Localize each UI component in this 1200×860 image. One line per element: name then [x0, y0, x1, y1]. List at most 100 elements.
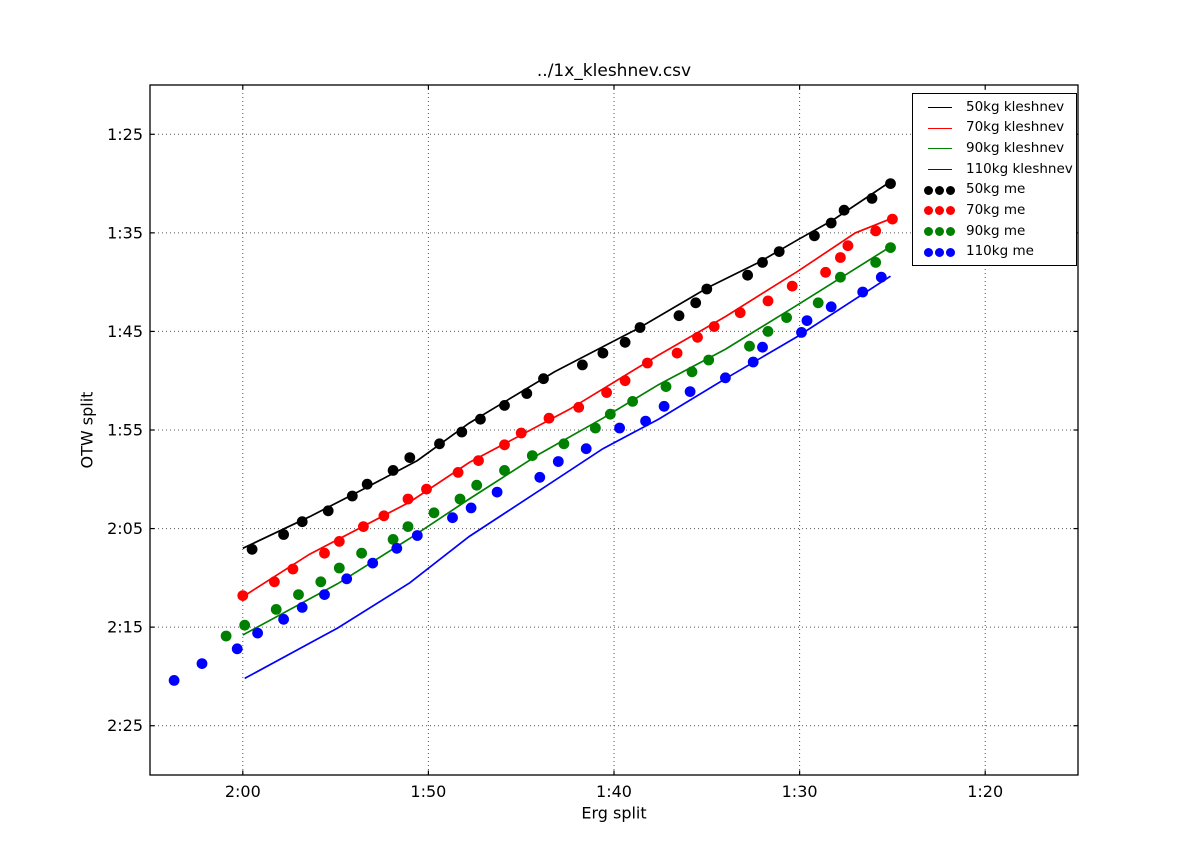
data-point-110kg-me [801, 315, 813, 326]
data-point-50kg-me [838, 204, 850, 216]
data-point-50kg-me [521, 388, 533, 399]
data-point-50kg-me [773, 246, 785, 257]
y-axis-label: OTW split [77, 391, 97, 469]
legend: 50kg kleshnev 70kg kleshnev 90kg kleshnev 1… [912, 93, 1077, 266]
data-point-110kg-me [580, 443, 592, 455]
data-point-90kg-me [781, 312, 792, 323]
data-point-110kg-me [825, 301, 837, 313]
series-line-110kg-kleshnev [244, 275, 891, 680]
data-point-110kg-me [875, 271, 887, 283]
line-swatch-icon [927, 106, 952, 108]
data-point-110kg-me [614, 422, 625, 434]
legend-entry-90kg-me: 90kg me [913, 221, 1076, 242]
data-point-70kg-me [543, 412, 555, 424]
data-point-110kg-me [231, 643, 243, 655]
data-point-110kg-me [319, 589, 330, 600]
legend-label: 70kg kleshnev [966, 119, 1065, 136]
data-point-110kg-me [491, 486, 503, 498]
data-point-70kg-me [499, 439, 510, 451]
data-point-110kg-me [296, 602, 308, 613]
data-point-90kg-me [686, 366, 698, 378]
dot-icon [935, 226, 944, 236]
y-tick-label: 2:15 [107, 618, 143, 637]
y-tick-label: 1:55 [107, 421, 143, 440]
dot-icon [946, 247, 955, 257]
data-point-110kg-me [658, 400, 670, 412]
data-point-50kg-me [597, 347, 609, 359]
x-tick-label: 1:20 [967, 782, 1003, 801]
y-tick-label: 2:05 [107, 519, 143, 538]
data-point-50kg-me [619, 336, 631, 348]
data-point-50kg-me [701, 283, 713, 295]
legend-dots-swatch [921, 206, 958, 216]
data-point-70kg-me [820, 266, 831, 278]
dot-icon [946, 185, 955, 195]
data-point-90kg-me [270, 604, 282, 615]
data-point-110kg-me [640, 415, 651, 427]
legend-dots-swatch [921, 226, 958, 236]
data-point-50kg-me [742, 269, 753, 281]
legend-entry-70kg-me: 70kg me [913, 200, 1076, 221]
data-point-110kg-me [747, 356, 759, 368]
chart-title: ../1x_kleshnev.csv [536, 61, 692, 81]
data-point-110kg-me [465, 502, 477, 514]
data-point-50kg-me [456, 426, 468, 438]
data-point-110kg-me [168, 675, 180, 686]
data-point-110kg-me [796, 327, 807, 338]
data-point-70kg-me [870, 225, 882, 237]
data-point-70kg-me [473, 455, 484, 466]
legend-entry-50kg-kleshnev: 50kg kleshnev [913, 97, 1076, 118]
dots-swatch-icon [924, 226, 955, 236]
legend-label: 90kg kleshnev [966, 139, 1065, 156]
data-point-90kg-me [428, 507, 440, 519]
data-point-110kg-me [447, 512, 458, 524]
data-point-50kg-me [434, 438, 445, 450]
data-point-50kg-me [866, 193, 878, 204]
legend-line-swatch [921, 106, 958, 108]
dot-icon [935, 206, 944, 216]
data-point-70kg-me [515, 427, 527, 439]
legend-dots-swatch [921, 185, 958, 195]
dots-swatch-icon [924, 185, 955, 195]
data-point-90kg-me [293, 589, 304, 600]
legend-label: 110kg kleshnev [966, 160, 1073, 177]
data-point-70kg-me [402, 493, 414, 505]
data-point-90kg-me [604, 408, 616, 420]
data-point-50kg-me [475, 413, 486, 425]
data-point-90kg-me [660, 381, 672, 392]
data-point-50kg-me [825, 217, 837, 229]
dot-icon [935, 185, 944, 195]
data-point-90kg-me [885, 242, 896, 254]
data-point-70kg-me [573, 401, 585, 413]
data-point-50kg-me [346, 490, 358, 502]
data-point-50kg-me [246, 543, 258, 555]
data-point-110kg-me [278, 613, 289, 625]
line-swatch-icon [927, 168, 952, 170]
data-point-70kg-me [619, 375, 631, 387]
legend-entry-70kg-kleshnev: 70kg kleshnev [913, 118, 1076, 139]
data-point-110kg-me [552, 456, 564, 467]
data-point-70kg-me [887, 213, 898, 225]
data-point-70kg-me [786, 280, 798, 292]
data-point-70kg-me [269, 576, 280, 588]
legend-label: 90kg me [966, 222, 1026, 239]
data-point-50kg-me [757, 257, 768, 268]
data-point-110kg-me [684, 386, 696, 397]
data-point-50kg-me [387, 465, 399, 476]
line-swatch-icon [927, 127, 952, 129]
data-point-110kg-me [391, 542, 403, 554]
data-point-70kg-me [842, 240, 854, 252]
data-point-110kg-me [534, 471, 546, 483]
data-point-90kg-me [762, 326, 774, 337]
dot-icon [924, 185, 933, 195]
data-point-70kg-me [734, 307, 746, 319]
x-tick-label: 2:00 [225, 782, 261, 801]
data-point-50kg-me [690, 297, 702, 309]
data-point-50kg-me [538, 373, 549, 385]
data-point-90kg-me [220, 630, 232, 642]
data-point-50kg-me [499, 400, 510, 411]
data-point-110kg-me [857, 286, 869, 298]
line-swatch-icon [927, 148, 952, 150]
legend-entry-110kg-me: 110kg me [913, 242, 1076, 263]
